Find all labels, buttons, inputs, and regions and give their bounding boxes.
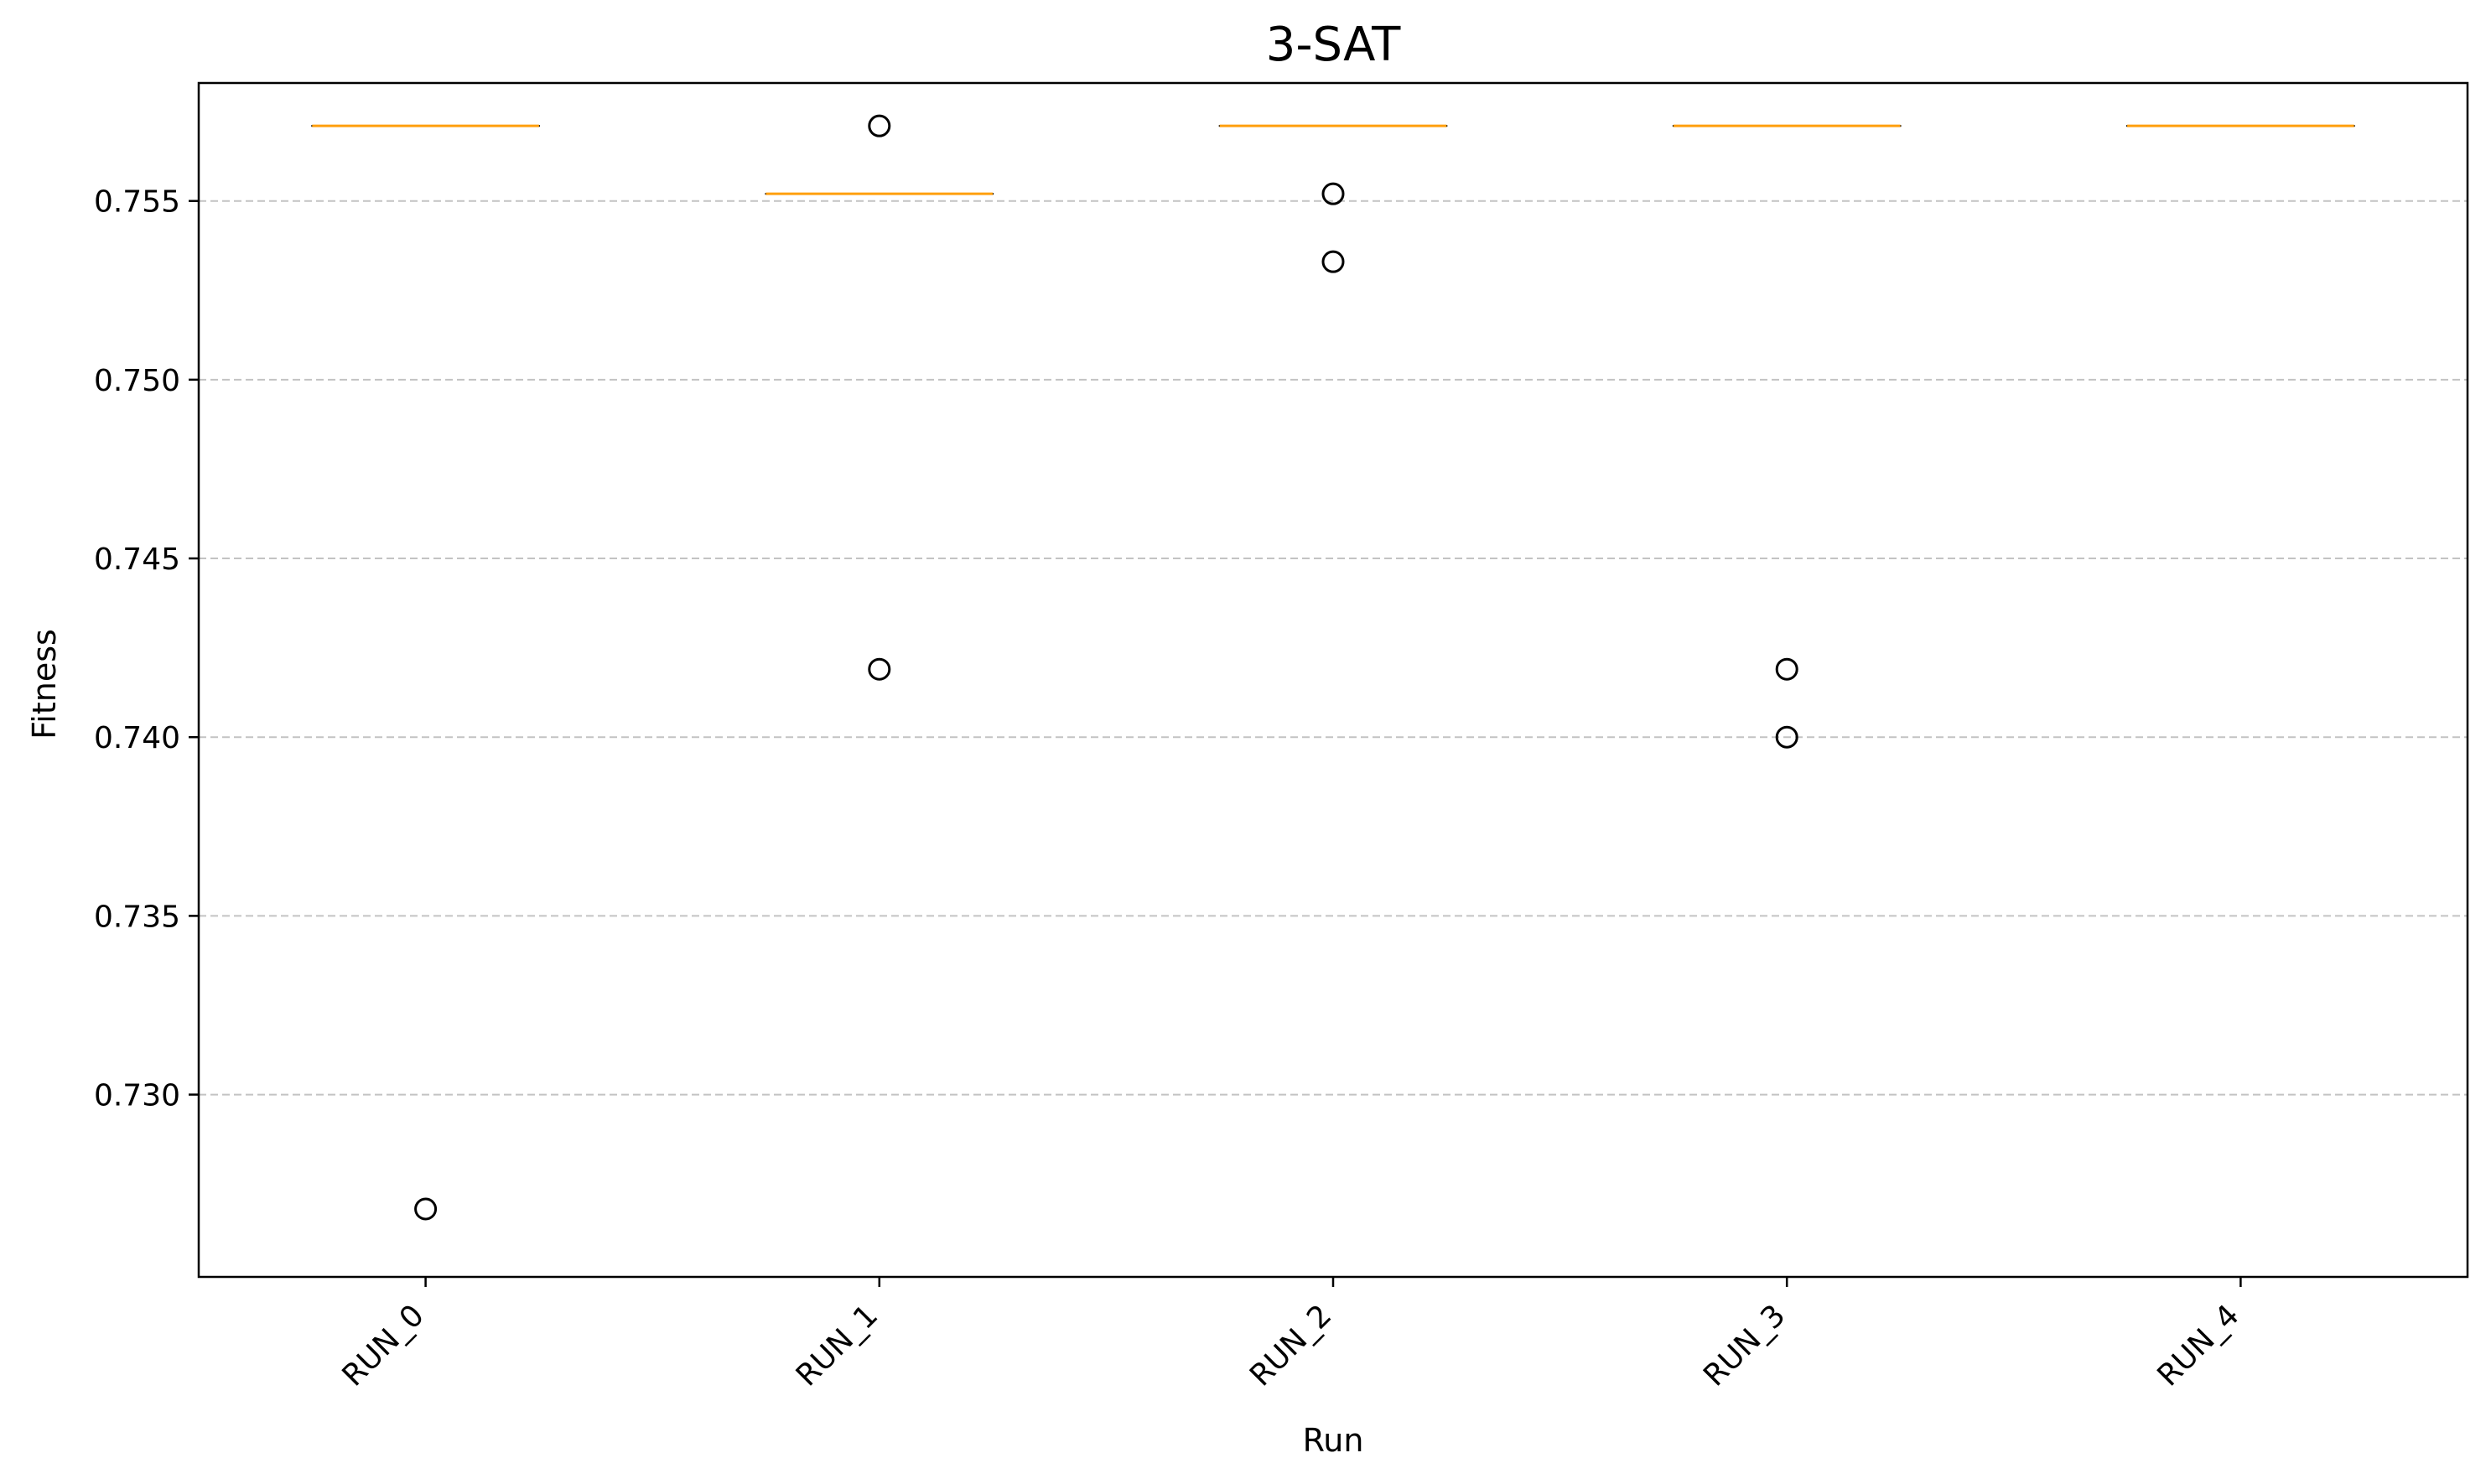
y-tick-label: 0.740 bbox=[94, 721, 180, 755]
grid-lines bbox=[199, 200, 2468, 1096]
outlier-point bbox=[1321, 182, 1345, 205]
outlier-point bbox=[1321, 250, 1345, 273]
outlier-point bbox=[1775, 725, 1798, 749]
y-axis-label: Fitness bbox=[26, 629, 63, 739]
y-tick-label: 0.750 bbox=[94, 364, 180, 398]
outlier-points bbox=[414, 114, 1798, 1221]
chart-title: 3-SAT bbox=[1266, 18, 1401, 72]
y-tick-label: 0.745 bbox=[94, 542, 180, 577]
y-tick-label: 0.755 bbox=[94, 185, 180, 220]
y-axis-ticks: 0.730 0.735 0.740 0.745 0.750 0.755 bbox=[94, 185, 199, 1113]
box-plot-boxes bbox=[311, 124, 2355, 195]
x-axis-label: Run bbox=[1303, 1422, 1364, 1459]
outlier-point bbox=[1775, 657, 1798, 681]
outlier-point bbox=[868, 657, 891, 681]
y-tick-label: 0.730 bbox=[94, 1079, 180, 1113]
outlier-point bbox=[414, 1197, 438, 1221]
outlier-point bbox=[868, 114, 891, 138]
y-tick-label: 0.735 bbox=[94, 900, 180, 934]
